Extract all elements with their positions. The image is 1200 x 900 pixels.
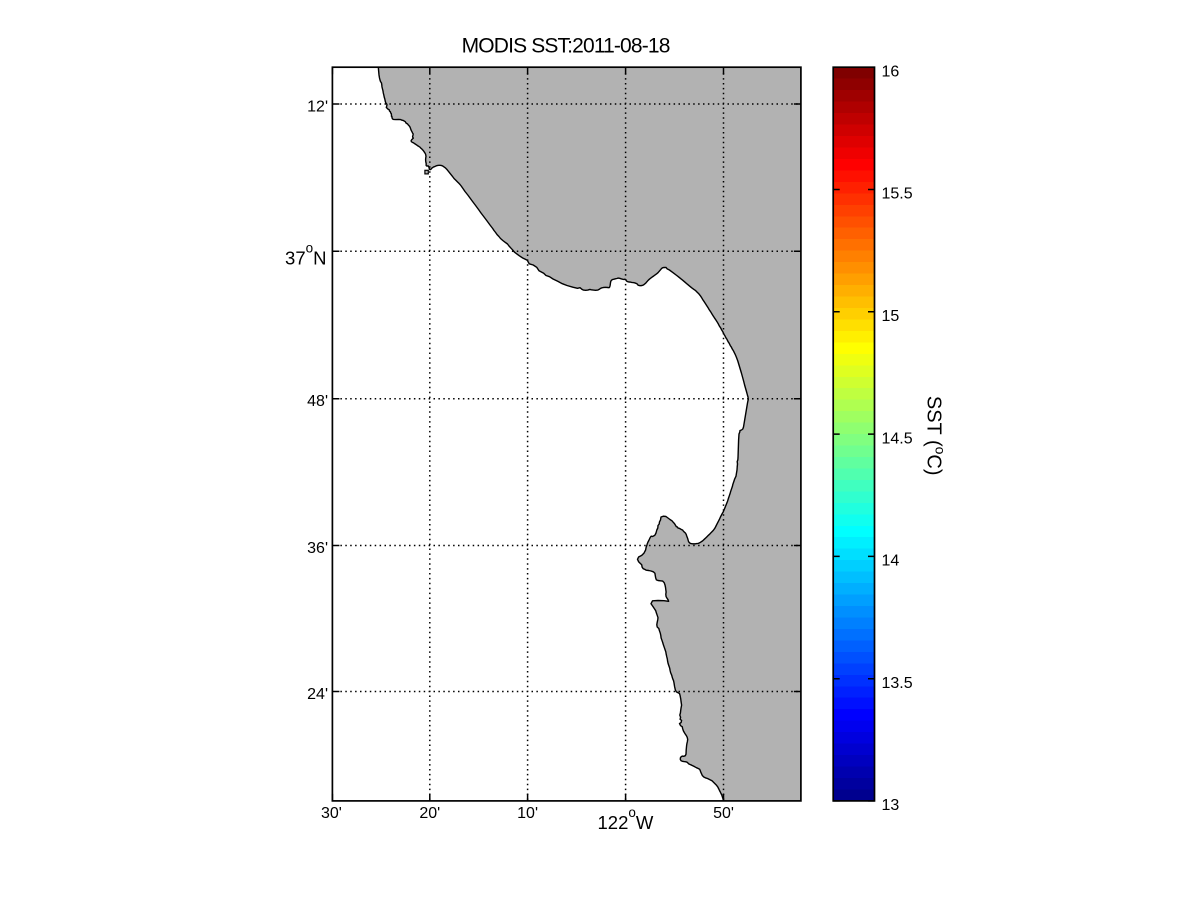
svg-text:122oW: 122oW bbox=[598, 805, 654, 833]
svg-text:50': 50' bbox=[713, 805, 734, 822]
svg-text:SST (oC): SST (oC) bbox=[923, 396, 949, 476]
svg-text:12': 12' bbox=[307, 98, 328, 115]
svg-text:MODIS SST:2011-08-18: MODIS SST:2011-08-18 bbox=[462, 35, 670, 58]
svg-text:36': 36' bbox=[307, 540, 328, 557]
svg-text:14.5: 14.5 bbox=[882, 430, 913, 447]
svg-text:15.5: 15.5 bbox=[882, 186, 913, 203]
svg-text:16: 16 bbox=[882, 63, 900, 80]
svg-text:10': 10' bbox=[517, 805, 538, 822]
svg-text:14: 14 bbox=[882, 553, 900, 570]
svg-text:13.5: 13.5 bbox=[882, 675, 913, 692]
svg-text:48': 48' bbox=[307, 393, 328, 410]
svg-text:30': 30' bbox=[321, 805, 342, 822]
svg-text:15: 15 bbox=[882, 308, 900, 325]
svg-text:13: 13 bbox=[882, 797, 900, 814]
svg-text:37oN: 37oN bbox=[285, 240, 326, 268]
svg-text:24': 24' bbox=[307, 686, 328, 703]
svg-text:20': 20' bbox=[419, 805, 440, 822]
